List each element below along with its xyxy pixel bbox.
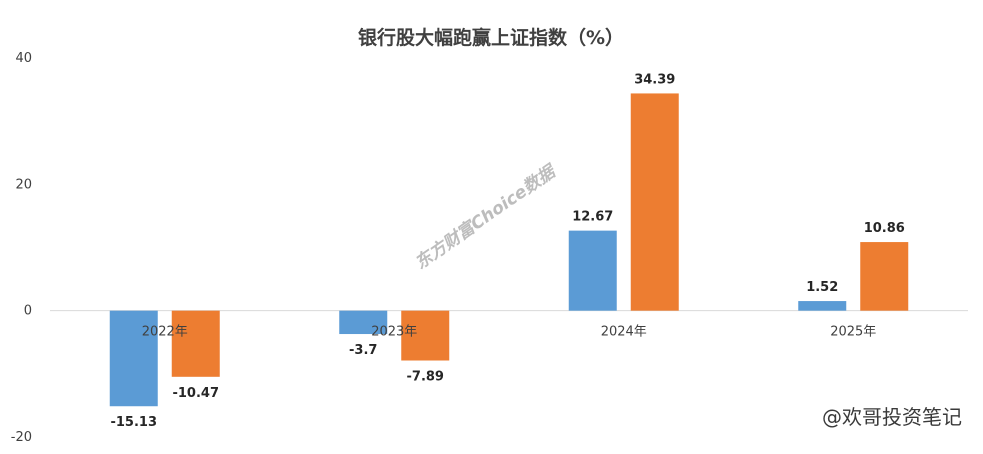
data-label-series-1-1: -7.89	[407, 370, 444, 385]
y-axis: -20 0 20 40	[11, 51, 32, 445]
bar-series-1-2	[630, 93, 679, 311]
data-label-series-0-3: 1.52	[806, 280, 838, 295]
x-axis: 2022年 2023年 2024年 2025年	[142, 325, 877, 340]
chart-title: 银行股大幅跑赢上证指数（%）	[358, 26, 624, 49]
data-label-series-0-1: -3.7	[349, 343, 377, 358]
y-tick-label: 20	[15, 177, 32, 192]
data-label-series-1-0: -10.47	[172, 386, 219, 401]
x-category-label: 2023年	[371, 325, 417, 340]
x-category-label: 2025年	[830, 325, 876, 340]
bar-series-0-0	[109, 310, 158, 407]
data-labels-group: -15.13 -10.47 -3.7 -7.89 12.67 34.39 1.52 10.86	[110, 72, 904, 430]
watermark-text: 东方财富Choice数据	[412, 160, 562, 273]
x-category-label: 2024年	[601, 325, 647, 340]
bar-series-1-1	[401, 310, 450, 361]
bar-series-1-3	[860, 242, 909, 311]
credit-text: @欢哥投资笔记	[822, 405, 962, 429]
bars-group	[109, 93, 909, 407]
bar-series-1-0	[171, 310, 220, 377]
y-tick-label: 40	[15, 51, 32, 66]
y-tick-label: 0	[24, 304, 32, 319]
bar-series-0-2	[568, 230, 617, 311]
x-category-label: 2022年	[142, 325, 188, 340]
data-label-series-0-0: -15.13	[110, 415, 157, 430]
y-tick-label: -20	[11, 430, 32, 445]
bar-series-0-3	[798, 301, 847, 311]
data-label-series-1-2: 34.39	[634, 72, 675, 87]
data-label-series-1-3: 10.86	[864, 221, 905, 236]
bar-series-0-1	[339, 310, 388, 335]
data-label-series-0-2: 12.67	[572, 210, 613, 225]
